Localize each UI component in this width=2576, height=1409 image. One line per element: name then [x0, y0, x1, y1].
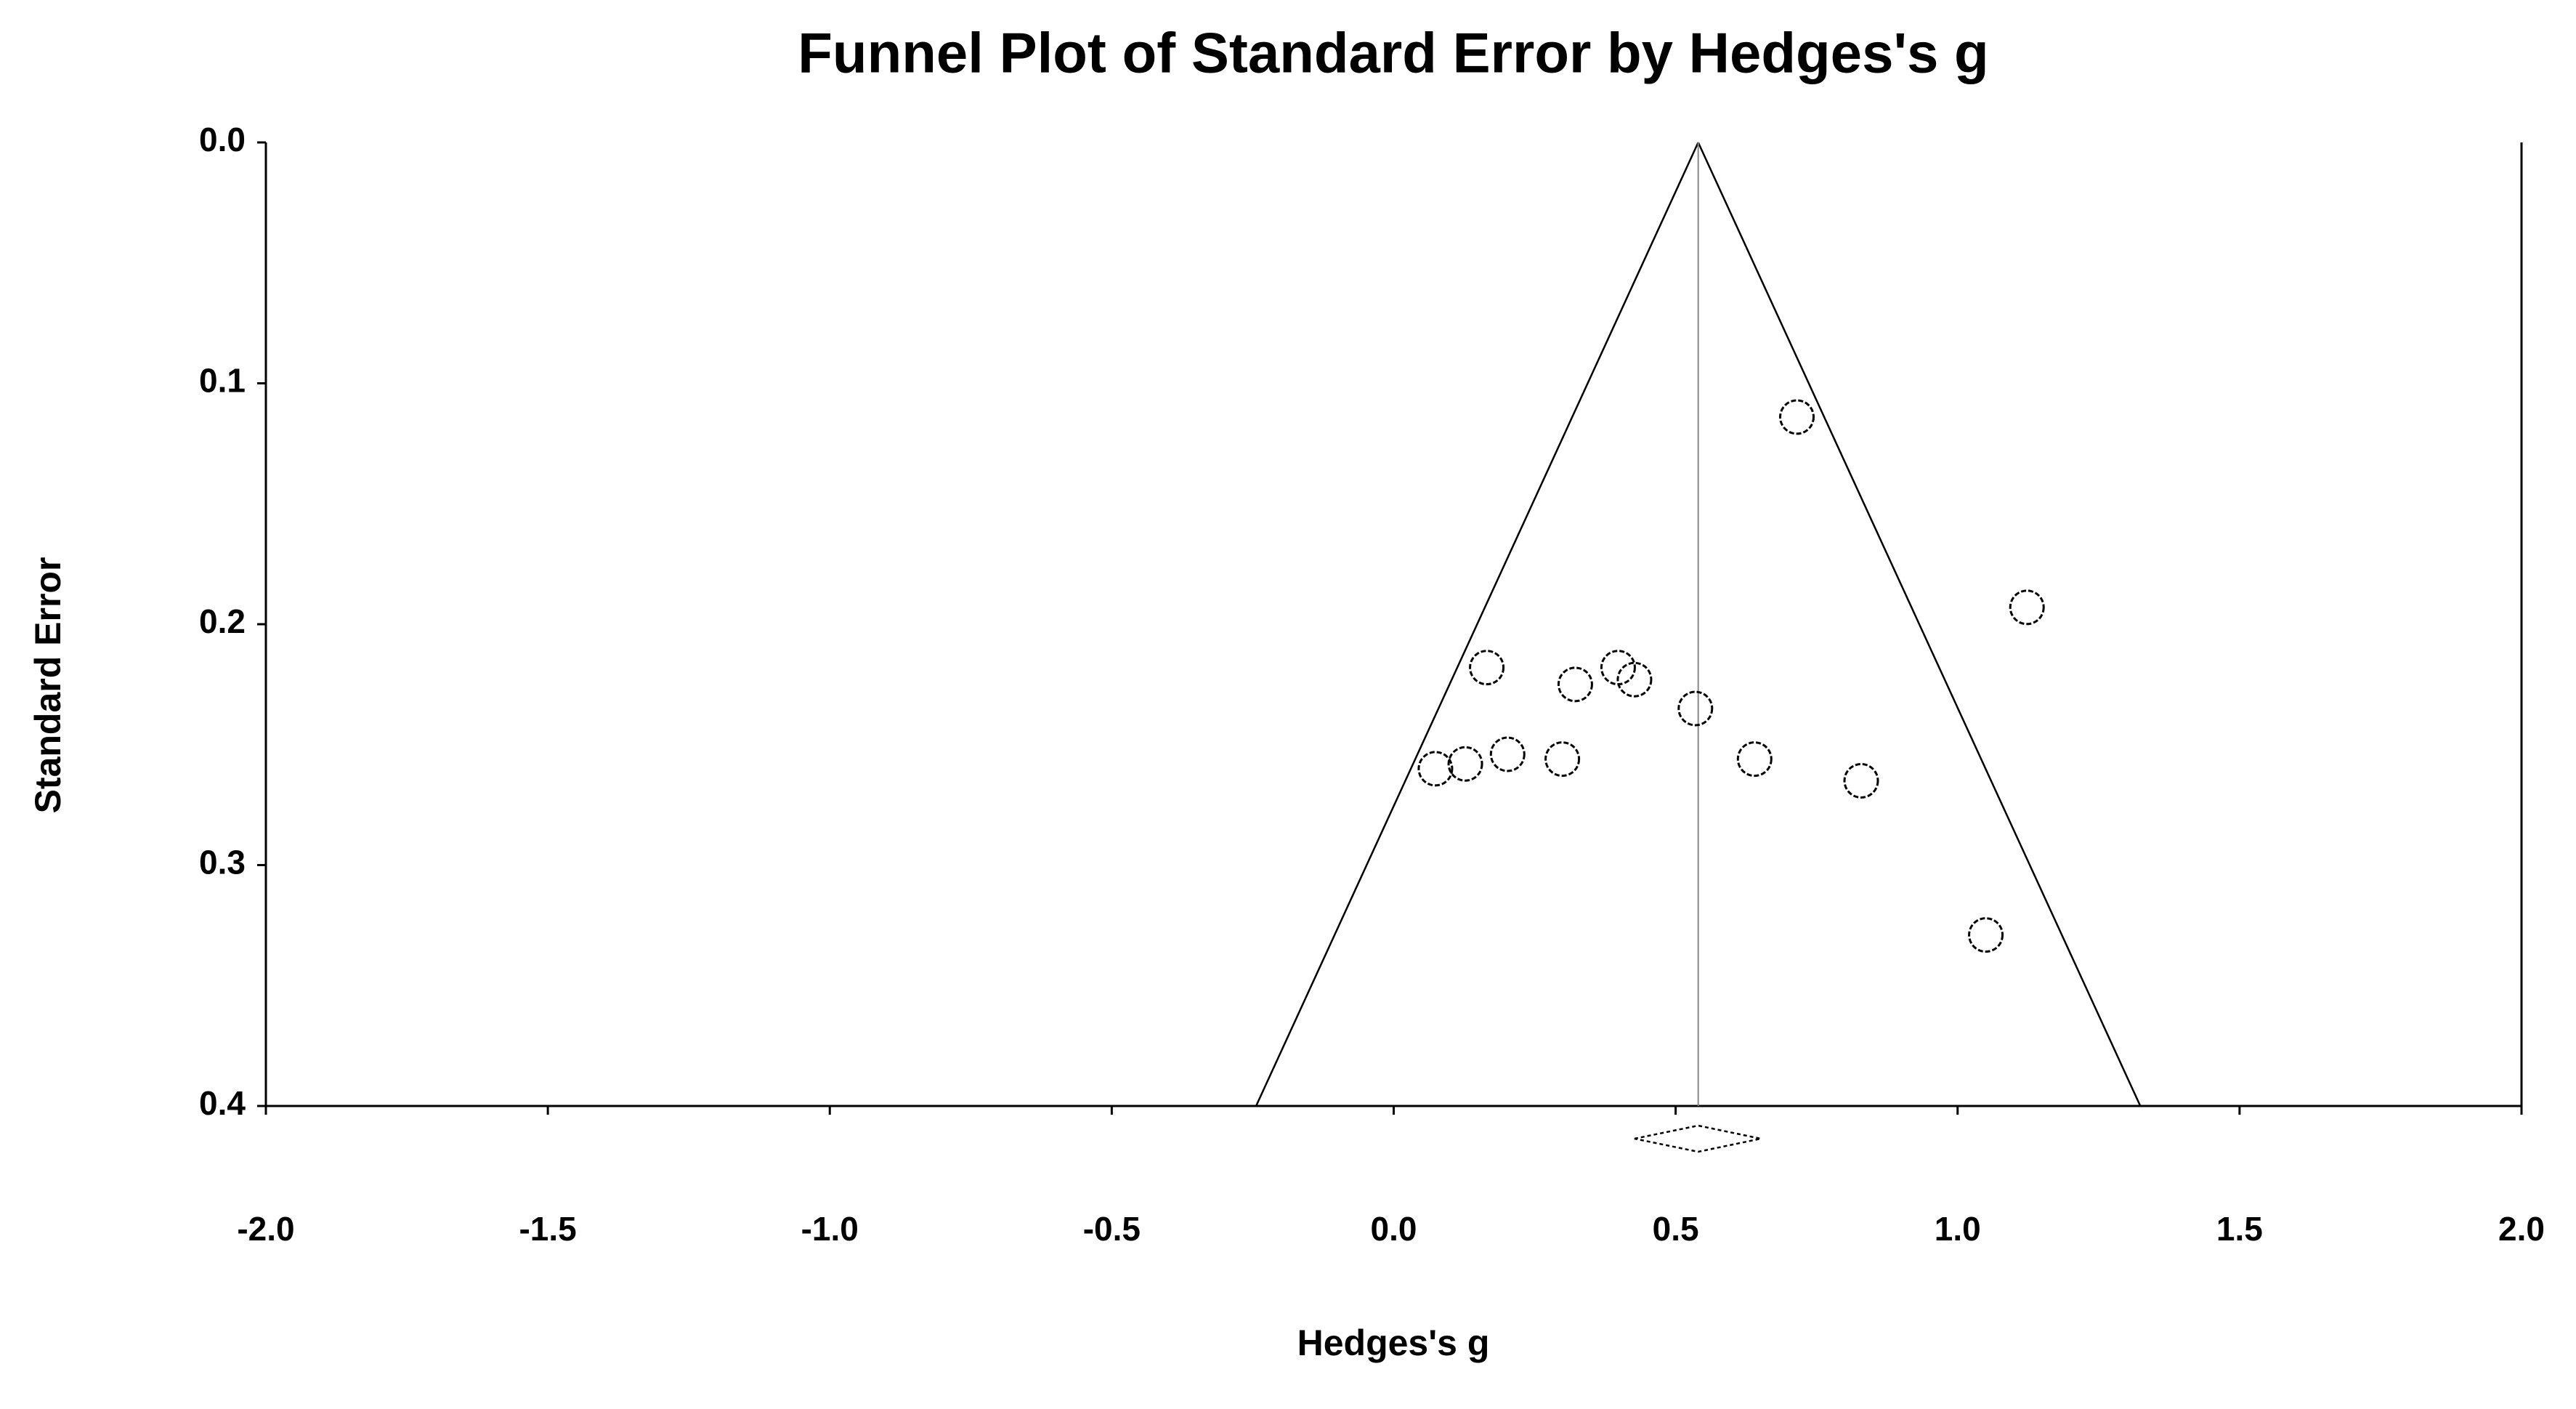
- y-tick-label: 0.3: [199, 844, 246, 881]
- x-tick-label: 1.0: [1935, 1210, 1981, 1248]
- x-tick-label: -1.0: [801, 1210, 859, 1248]
- x-tick-label: 1.5: [2216, 1210, 2263, 1248]
- x-tick-label: -1.5: [519, 1210, 576, 1248]
- study-point: [1968, 917, 2004, 953]
- study-point: [1469, 650, 1505, 686]
- study-point: [1616, 661, 1653, 698]
- x-tick-label: 0.0: [1371, 1210, 1417, 1248]
- x-axis-label: Hedges's g: [1297, 1323, 1490, 1363]
- study-point: [2009, 589, 2045, 626]
- y-tick-label: 0.4: [199, 1084, 246, 1122]
- summary-diamond: [1634, 1124, 1762, 1153]
- y-tick-label: 0.1: [199, 362, 246, 400]
- y-tick-label: 0.2: [199, 602, 246, 640]
- x-tick-label: 2.0: [2498, 1210, 2545, 1248]
- study-point: [1843, 762, 1879, 799]
- study-point: [1544, 741, 1581, 778]
- study-point: [1677, 690, 1714, 727]
- study-point: [1557, 666, 1593, 703]
- funnel-line: [1697, 142, 2142, 1107]
- study-point: [1489, 736, 1526, 772]
- x-tick-label: -0.5: [1083, 1210, 1141, 1248]
- chart-title: Funnel Plot of Standard Error by Hedges'…: [798, 21, 1988, 85]
- study-point: [1417, 751, 1454, 787]
- y-axis-label: Standard Error: [28, 557, 68, 814]
- study-point: [1736, 741, 1773, 778]
- x-tick-label: 0.5: [1653, 1210, 1699, 1248]
- x-tick-label: -2.0: [237, 1210, 294, 1248]
- funnel-line: [1255, 142, 1699, 1107]
- y-tick-label: 0.0: [199, 121, 246, 158]
- study-point: [1779, 399, 1815, 435]
- study-point: [1447, 746, 1483, 782]
